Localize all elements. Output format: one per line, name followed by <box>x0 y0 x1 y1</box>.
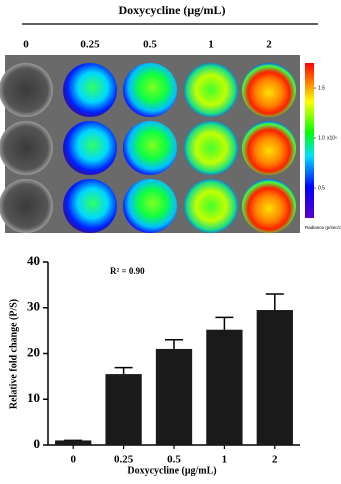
y-tick-label: 10 <box>27 390 40 405</box>
well <box>0 179 53 233</box>
bar <box>256 310 293 445</box>
column-label: 0.5 <box>143 39 157 51</box>
well <box>63 121 117 175</box>
bar <box>55 440 92 445</box>
column-label: 0.25 <box>80 39 100 51</box>
y-tick-label: 40 <box>27 253 40 268</box>
y-tick-label: 30 <box>27 299 40 314</box>
x-tick-label: 0 <box>70 454 76 466</box>
well <box>123 63 177 117</box>
plate-title: Doxycycline (μg/mL) <box>118 3 225 17</box>
colorbar-tick-label: 0.5 <box>318 185 325 191</box>
colorbar-unit: x10⁶ <box>327 135 337 141</box>
x-tick-label: 0.25 <box>114 454 134 466</box>
x-tick-label: 2 <box>272 454 278 466</box>
x-axis-label: Doxycycline (μg/mL) <box>127 465 216 476</box>
colorbar-tick-label: 1.5 <box>318 85 325 91</box>
well <box>184 63 238 117</box>
y-axis-label: Relative fold change (P/S) <box>8 299 19 409</box>
column-label: 2 <box>266 39 272 51</box>
well <box>0 121 53 175</box>
y-tick-label: 0 <box>34 436 41 451</box>
well <box>123 179 177 233</box>
x-tick-label: 1 <box>222 454 228 466</box>
well <box>184 121 238 175</box>
x-tick-label: 0.5 <box>167 454 181 466</box>
annotation: R² = 0.90 <box>110 266 145 276</box>
column-label: 0 <box>23 39 29 51</box>
bar <box>206 329 243 445</box>
well <box>184 179 238 233</box>
bar <box>155 348 193 445</box>
bar <box>105 374 142 445</box>
colorbar <box>305 63 314 218</box>
well <box>63 63 117 117</box>
bar-chart: R² = 0.90 Relative fold change (P/S) Dox… <box>8 253 300 476</box>
well <box>0 63 53 117</box>
y-tick-label: 20 <box>27 344 40 359</box>
well <box>242 63 296 117</box>
colorbar-label: Radiance (p/sec/cm²/sr) <box>305 225 341 230</box>
well <box>242 179 296 233</box>
well <box>63 179 117 233</box>
column-label: 1 <box>208 39 214 51</box>
well <box>242 121 296 175</box>
colorbar-tick-label: 1.0 <box>318 135 325 141</box>
well <box>123 121 177 175</box>
plate-panel: Doxycycline (μg/mL) 0 0.25 0.5 1 2 0.5 1.0 1.5 x… <box>0 3 341 233</box>
